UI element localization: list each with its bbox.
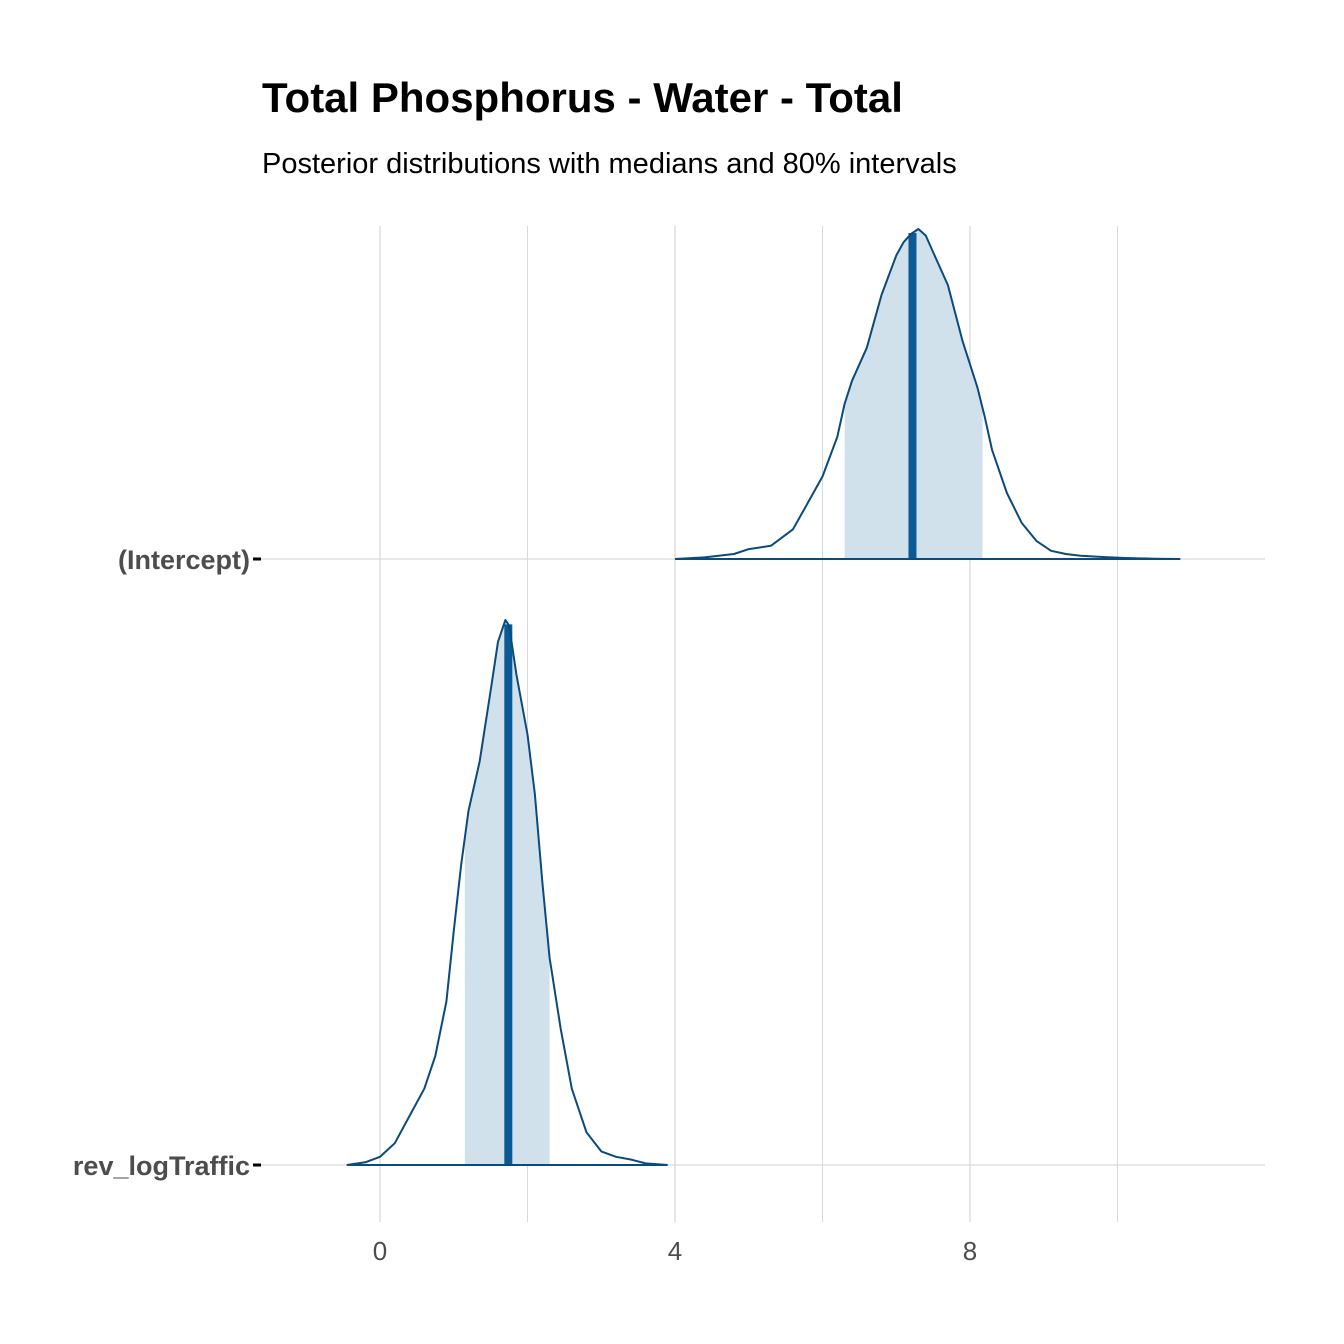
x-tick-label: 4 — [668, 1236, 682, 1266]
density-curve — [346, 619, 668, 1166]
x-axis: 0 4 8 — [373, 1236, 977, 1266]
ridge-intercept — [674, 228, 1181, 560]
ridge-rev-logtraffic — [346, 619, 668, 1166]
chart-subtitle: Posterior distributions with medians and… — [262, 148, 957, 180]
density-curve — [674, 228, 1181, 560]
x-tick-label: 8 — [963, 1236, 977, 1266]
chart-title: Total Phosphorus - Water - Total — [262, 74, 903, 121]
minor-gridlines — [527, 226, 1118, 1222]
major-gridlines — [258, 226, 1265, 1222]
y-tick-label: (Intercept) — [118, 545, 250, 575]
x-tick-label: 0 — [373, 1236, 387, 1266]
density-ridges — [346, 228, 1181, 1166]
y-axis: (Intercept) rev_logTraffic — [73, 545, 261, 1181]
y-tick-label: rev_logTraffic — [73, 1151, 250, 1181]
